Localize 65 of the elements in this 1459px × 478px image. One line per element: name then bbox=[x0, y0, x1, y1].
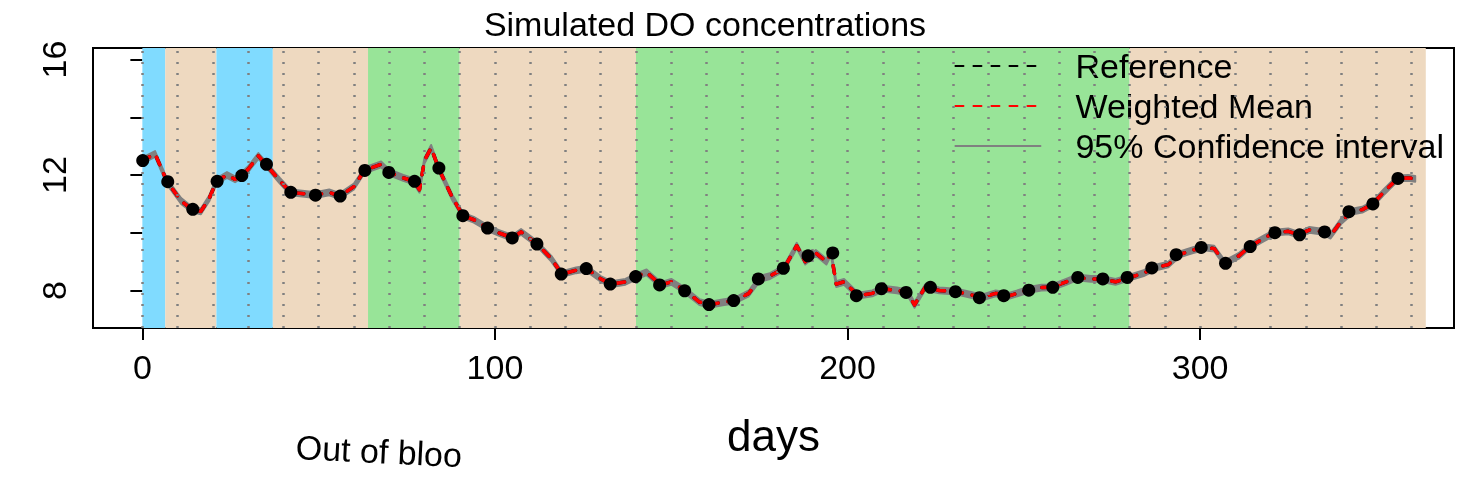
point bbox=[432, 161, 446, 175]
point bbox=[1046, 280, 1060, 294]
point bbox=[653, 278, 667, 292]
point bbox=[358, 163, 372, 177]
point bbox=[603, 277, 617, 291]
point bbox=[751, 272, 765, 286]
legend-label: Weighted Mean bbox=[1075, 87, 1313, 125]
point bbox=[1120, 270, 1134, 284]
point bbox=[899, 286, 913, 299]
point bbox=[1391, 171, 1405, 185]
point bbox=[1096, 272, 1110, 286]
point bbox=[776, 261, 790, 275]
legend-label: 95% Confidence interval bbox=[1075, 127, 1445, 165]
point bbox=[1145, 261, 1159, 275]
x-tick-label: 200 bbox=[819, 348, 876, 386]
point bbox=[1022, 283, 1036, 297]
point bbox=[408, 174, 422, 188]
point bbox=[826, 246, 840, 260]
y-tick-label: 16 bbox=[35, 40, 73, 79]
point bbox=[1169, 248, 1183, 262]
point bbox=[210, 174, 224, 188]
point bbox=[235, 169, 249, 183]
point bbox=[333, 189, 347, 203]
text: Out of bloo bbox=[294, 428, 463, 475]
point bbox=[554, 267, 568, 281]
point bbox=[1219, 256, 1233, 270]
point bbox=[702, 298, 716, 312]
y-tick-label: 12 bbox=[35, 156, 73, 194]
point bbox=[505, 231, 519, 245]
point bbox=[874, 282, 888, 296]
x-tick-label: 300 bbox=[1171, 348, 1229, 386]
point bbox=[1318, 225, 1332, 239]
point bbox=[801, 249, 815, 263]
point bbox=[1293, 228, 1307, 242]
point bbox=[481, 221, 495, 235]
point bbox=[186, 202, 200, 216]
point bbox=[382, 165, 396, 179]
point bbox=[309, 188, 322, 202]
point bbox=[161, 175, 175, 189]
point bbox=[1194, 240, 1208, 254]
x-tick-label: 100 bbox=[466, 348, 524, 386]
point bbox=[727, 294, 741, 308]
legend-label: Reference bbox=[1075, 47, 1233, 85]
point bbox=[579, 262, 593, 276]
point bbox=[1366, 197, 1380, 211]
point bbox=[136, 154, 150, 168]
chart-title: Simulated DO concentrations bbox=[483, 5, 927, 43]
x-tick-label: 0 bbox=[132, 348, 152, 386]
point bbox=[456, 209, 470, 223]
point bbox=[259, 157, 273, 171]
y-tick-label: 8 bbox=[35, 281, 73, 300]
point bbox=[1342, 205, 1356, 219]
point bbox=[997, 289, 1011, 303]
x-axis-title: days bbox=[727, 410, 820, 460]
point bbox=[284, 185, 298, 199]
point bbox=[972, 291, 986, 305]
point bbox=[678, 284, 692, 298]
point bbox=[1243, 240, 1257, 254]
point bbox=[923, 280, 937, 294]
point bbox=[849, 289, 863, 303]
point bbox=[629, 270, 643, 284]
point bbox=[948, 285, 962, 299]
point bbox=[1071, 270, 1085, 284]
point bbox=[1268, 226, 1282, 240]
point bbox=[530, 237, 544, 251]
